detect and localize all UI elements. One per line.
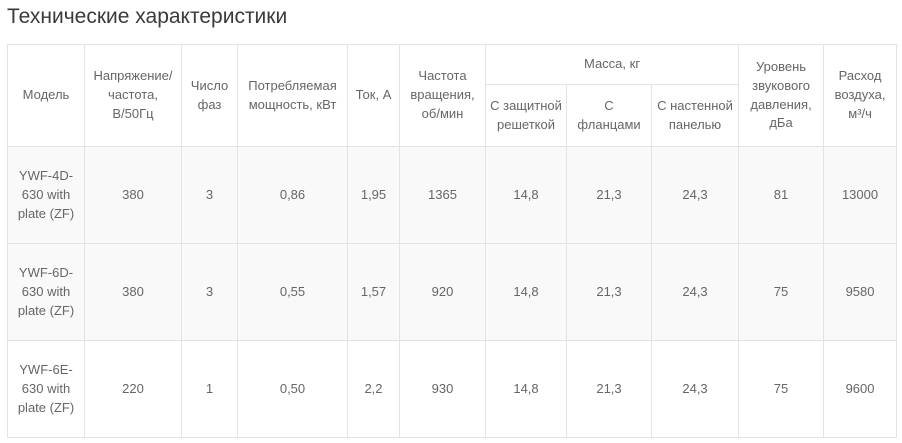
cell-phases: 3: [181, 146, 238, 245]
cell-mass-grid: 14,8: [485, 243, 567, 342]
cell-model: YWF-4D-630 with plate (ZF): [7, 146, 85, 245]
cell-voltage: 220: [84, 340, 182, 439]
header-rpm: Частота вращения, об/мин: [399, 44, 486, 148]
header-airflow: Расход воздуха, м³/ч: [823, 44, 898, 148]
cell-model: YWF-6E-630 with plate (ZF): [7, 340, 85, 439]
cell-current: 1,95: [347, 146, 400, 245]
cell-mass-panel: 24,3: [650, 340, 740, 439]
header-mass-group: Масса, кг: [484, 44, 740, 86]
cell-airflow: 13000: [823, 146, 898, 245]
header-mass-with-panel: С настенной панелью: [650, 84, 740, 148]
header-mass-with-flange: С фланцами: [566, 84, 652, 148]
cell-phases: 3: [181, 243, 238, 342]
page-title: Технические характеристики: [7, 5, 288, 28]
header-row-top: Модель Напряжение/ частота, В/50Гц Число…: [7, 44, 898, 148]
cell-rpm: 920: [399, 243, 486, 342]
cell-power: 0,86: [237, 146, 348, 245]
header-voltage: Напряжение/ частота, В/50Гц: [84, 44, 182, 148]
specs-table: Модель Напряжение/ частота, В/50Гц Число…: [7, 44, 898, 439]
cell-current: 2,2: [347, 340, 400, 439]
cell-rpm: 1365: [399, 146, 486, 245]
table-row: YWF-6D-630 with plate (ZF) 380 3 0,55 1,…: [7, 243, 898, 342]
header-mass-with-grille: С защитной решеткой: [485, 84, 567, 148]
cell-power: 0,55: [237, 243, 348, 342]
cell-noise: 75: [738, 340, 825, 439]
cell-model: YWF-6D-630 with plate (ZF): [7, 243, 85, 342]
header-row-mass-sub: С защитной решеткой С фланцами С настенн…: [8, 84, 897, 148]
header-phases: Число фаз: [181, 44, 238, 148]
table-body: YWF-4D-630 with plate (ZF) 380 3 0,86 1,…: [7, 146, 898, 439]
table-header: Модель Напряжение/ частота, В/50Гц Число…: [7, 44, 898, 148]
header-current: Ток, А: [347, 44, 400, 148]
cell-rpm: 930: [399, 340, 486, 439]
cell-mass-panel: 24,3: [650, 243, 740, 342]
header-power: Потребляемая мощность, кВт: [237, 44, 348, 148]
cell-voltage: 380: [84, 146, 182, 245]
cell-mass-flange: 21,3: [566, 243, 652, 342]
table-row: YWF-4D-630 with plate (ZF) 380 3 0,86 1,…: [7, 146, 898, 245]
header-noise: Уровень звукового давления, дБа: [738, 44, 825, 148]
cell-noise: 75: [738, 243, 825, 342]
header-model: Модель: [7, 44, 85, 148]
cell-current: 1,57: [347, 243, 400, 342]
cell-airflow: 9580: [823, 243, 898, 342]
table-row: YWF-6E-630 with plate (ZF) 220 1 0,50 2,…: [7, 340, 898, 439]
cell-power: 0,50: [237, 340, 348, 439]
cell-mass-flange: 21,3: [566, 340, 652, 439]
cell-airflow: 9600: [823, 340, 898, 439]
cell-mass-panel: 24,3: [650, 146, 740, 245]
cell-voltage: 380: [84, 243, 182, 342]
cell-mass-flange: 21,3: [566, 146, 652, 245]
cell-phases: 1: [181, 340, 238, 439]
cell-noise: 81: [738, 146, 825, 245]
cell-mass-grid: 14,8: [485, 146, 567, 245]
cell-mass-grid: 14,8: [485, 340, 567, 439]
